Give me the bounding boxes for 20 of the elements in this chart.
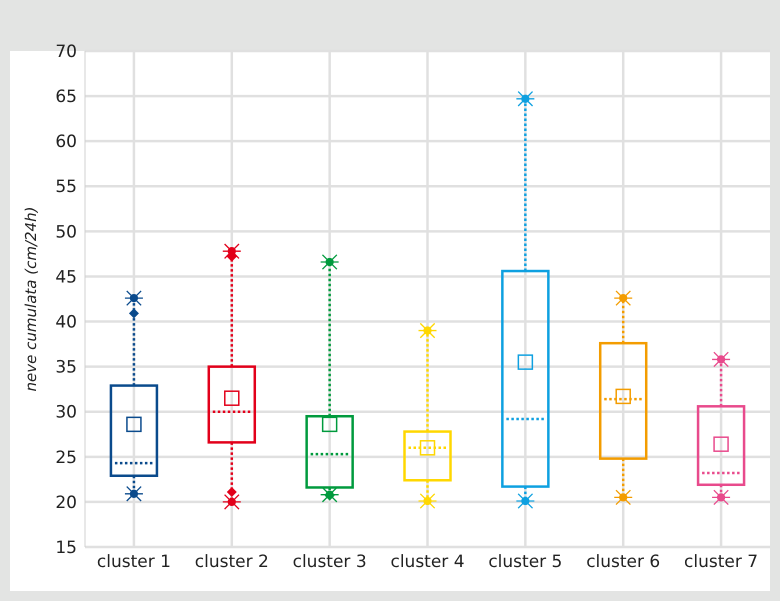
x-tick-label: cluster 5 [488,552,562,572]
x-tick-label: cluster 2 [194,552,269,572]
y-axis-title: neve cumulata (cm/24h) [22,206,40,392]
y-tick-label: 40 [55,312,77,332]
y-tick-label: 20 [55,492,77,513]
y-tick-label: 30 [55,402,77,423]
y-tick-label: 25 [55,448,77,468]
x-tick-label: cluster 1 [96,552,171,572]
y-tick-label: 55 [55,177,77,198]
x-tick-label: cluster 3 [292,552,367,572]
y-tick-label: 35 [55,358,77,378]
y-tick-label: 15 [55,538,77,558]
y-tick-label: 45 [55,267,77,288]
y-tick-label: 65 [55,87,77,108]
y-tick-label: 50 [55,222,77,242]
x-tick-label: cluster 6 [586,552,660,572]
y-tick-label: 70 [55,42,77,62]
x-tick-label: cluster 7 [684,552,758,572]
x-tick-label: cluster 4 [390,552,465,572]
y-tick-label: 60 [55,132,77,152]
